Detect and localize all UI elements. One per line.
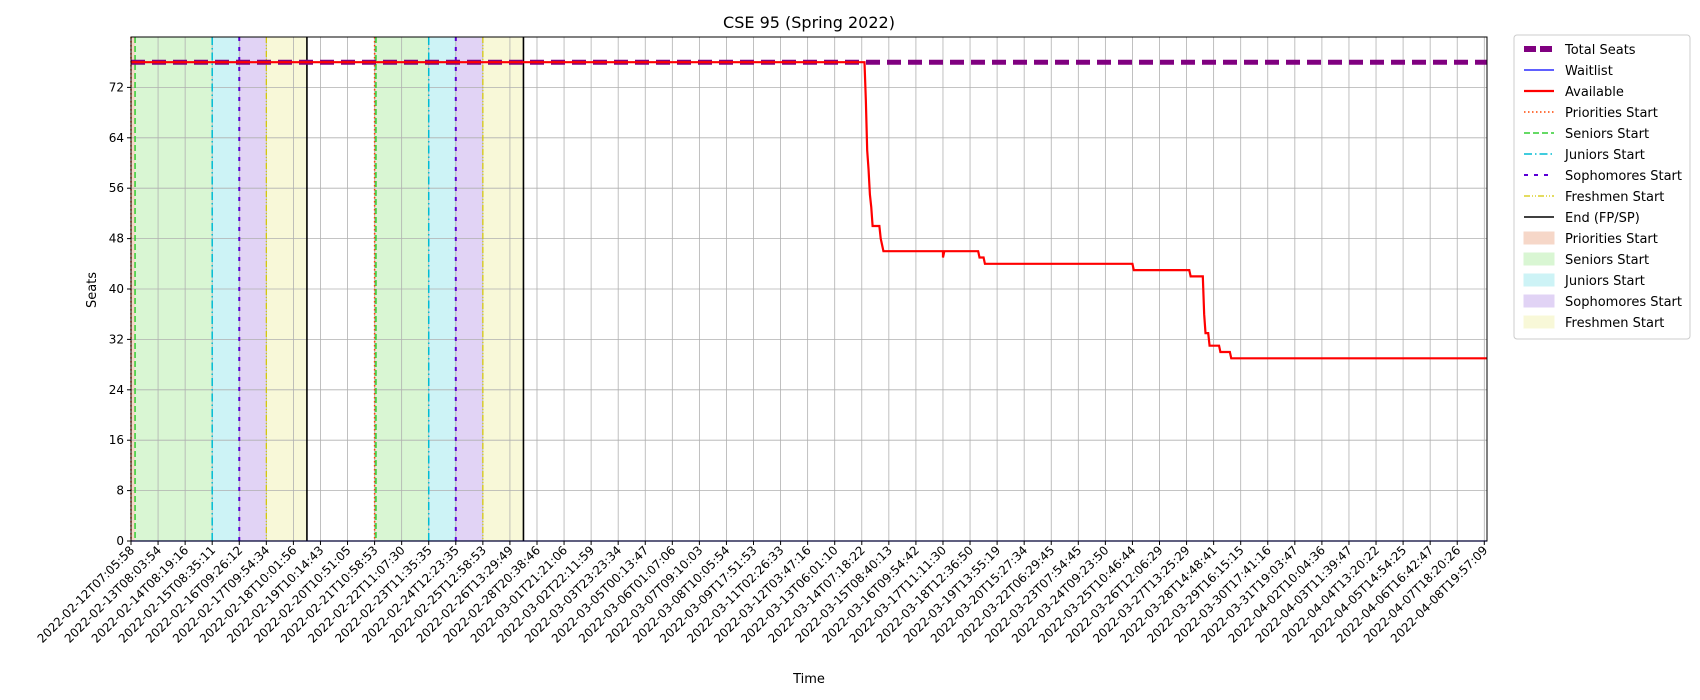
legend: Total Seats Waitlist Available Priorities S… (1513, 34, 1691, 340)
legend-label-juniors-start: Juniors Start (1564, 148, 1645, 163)
y-tick-label-48: 48 (109, 232, 124, 246)
y-axis-ticks: 0 8 16 24 32 40 48 56 64 72 (109, 80, 131, 548)
legend-label-waitlist: Waitlist (1565, 64, 1613, 79)
legend-box (1513, 34, 1691, 340)
y-tick-label-56: 56 (109, 181, 124, 195)
y-tick-label-32: 32 (109, 332, 124, 346)
legend-patch-juniors-start (1523, 273, 1555, 287)
legend-label-freshmen-start: Freshmen Start (1565, 190, 1664, 205)
legend-label-total-seats: Total Seats (1564, 43, 1636, 58)
y-tick-label-16: 16 (109, 433, 124, 447)
legend-patch-freshmen-start (1523, 315, 1555, 329)
legend-patch-priorities-start (1523, 231, 1555, 245)
legend-label-available: Available (1565, 85, 1624, 100)
chart-title: CSE 95 (Spring 2022) (723, 13, 895, 32)
y-tick-label-40: 40 (109, 282, 124, 296)
legend-label-freshmen-start-area: Freshmen Start (1565, 316, 1664, 331)
y-tick-label-72: 72 (109, 80, 124, 94)
legend-label-seniors-start: Seniors Start (1565, 127, 1649, 142)
series-available (131, 61, 1487, 360)
x-axis-title: Time (792, 672, 825, 687)
legend-label-juniors-start-area: Juniors Start (1564, 274, 1645, 289)
legend-label-priorities-start: Priorities Start (1565, 106, 1658, 121)
legend-patch-seniors-start (1523, 252, 1555, 266)
legend-label-seniors-start-area: Seniors Start (1565, 253, 1649, 268)
legend-label-end-fp-sp: End (FP/SP) (1565, 211, 1640, 226)
y-tick-label-24: 24 (109, 383, 124, 397)
y-tick-label-64: 64 (109, 131, 124, 145)
legend-label-sophomores-start: Sophomores Start (1565, 169, 1682, 184)
legend-label-priorities-start-area: Priorities Start (1565, 232, 1658, 247)
legend-label-sophomores-start-area: Sophomores Start (1565, 295, 1682, 310)
legend-patch-sophomores-start (1523, 294, 1555, 308)
y-tick-label-8: 8 (116, 484, 124, 498)
y-axis-title: Seats (85, 272, 100, 308)
y-tick-label-0: 0 (116, 534, 124, 548)
